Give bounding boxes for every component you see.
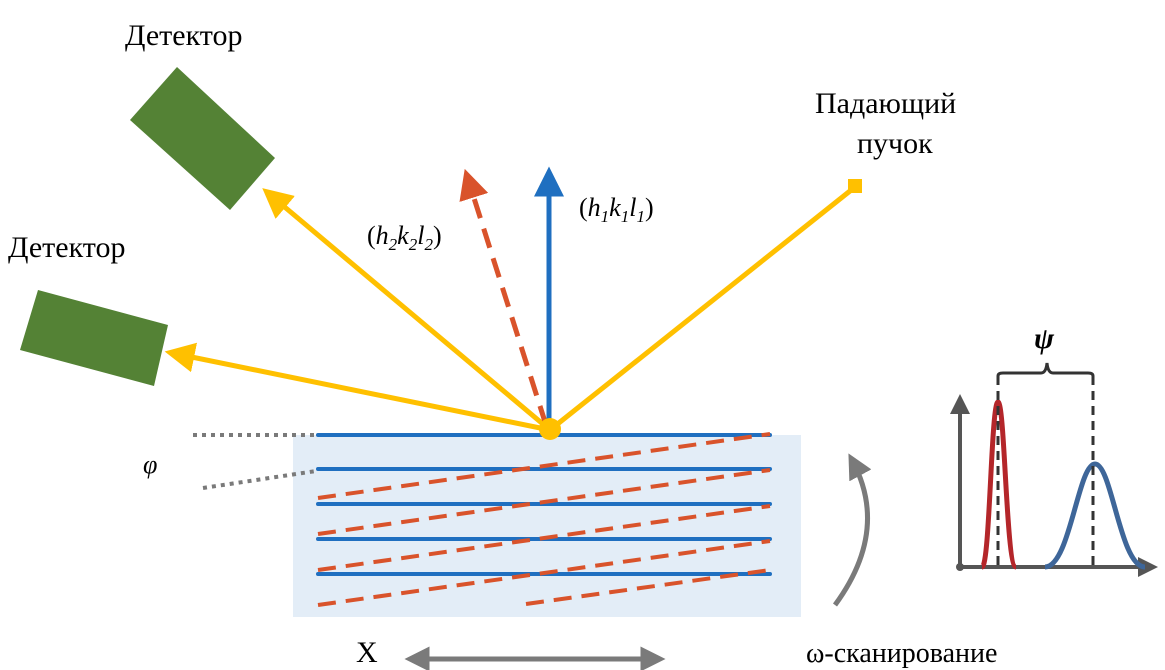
inclined-plane-line <box>317 468 771 536</box>
inset-peak-plot: ψ <box>950 322 1158 577</box>
peak-red <box>979 399 1019 570</box>
lattice-planes-inclined <box>317 432 771 607</box>
normal-h2k2l2-arrow <box>459 168 549 426</box>
psi-brace <box>996 362 1095 384</box>
inclined-plane-line <box>317 432 771 500</box>
detector-top <box>130 67 275 210</box>
inclined-plane-line <box>317 504 771 572</box>
inclined-plane-line <box>525 568 771 606</box>
incident-beam-label-line2: пучок <box>857 127 933 160</box>
diffracted-beam-top <box>262 188 552 432</box>
beam-origin-dot <box>539 418 561 440</box>
reflection-h1k1l1-label: (h1k1l1) <box>579 193 654 226</box>
incident-beam-source <box>848 179 862 193</box>
peak-blue <box>1044 461 1146 570</box>
inset-origin <box>956 563 964 571</box>
inclined-plane-line <box>317 539 771 607</box>
omega-rotation-arrow <box>832 453 872 607</box>
incident-beam <box>548 185 857 432</box>
phi-label: φ <box>143 450 157 479</box>
x-axis-label: X <box>356 636 378 669</box>
detector-left <box>20 290 168 386</box>
detector-left-label: Детектор <box>8 231 125 264</box>
omega-scan-label: ω-сканирование <box>806 638 997 669</box>
incident-beam-label-line1: Падающий <box>815 87 956 120</box>
sample-block <box>293 435 801 617</box>
phi-angle-lines <box>193 433 317 490</box>
detector-top-label: Детектор <box>125 19 242 52</box>
reflection-h2k2l2-label: (h2k2l2) <box>367 221 442 254</box>
diffracted-beam-left <box>164 342 551 433</box>
phi-tilted-line <box>202 469 317 490</box>
psi-label: ψ <box>1034 322 1055 355</box>
